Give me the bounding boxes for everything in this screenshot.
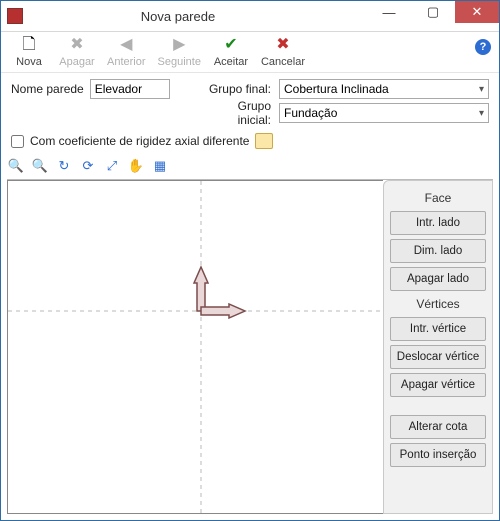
btn-intr-vertice[interactable]: Intr. vértice [390, 317, 486, 341]
tool-seguinte[interactable]: ▶ Seguinte [154, 36, 205, 68]
canvas-svg [8, 181, 383, 513]
select-grupo-final[interactable]: Cobertura Inclinada ▾ [279, 79, 489, 99]
form-area: Nome parede Grupo final: Cobertura Incli… [1, 73, 499, 129]
titlebar: Nova parede — ▢ ✕ [1, 1, 499, 32]
window-controls: — ▢ ✕ [367, 1, 499, 23]
drawing-canvas[interactable] [7, 180, 383, 514]
input-nome-parede[interactable] [90, 79, 170, 99]
section-face: Face [390, 191, 486, 205]
btn-deslocar-vertice[interactable]: Deslocar vértice [390, 345, 486, 369]
btn-alterar-cota[interactable]: Alterar cota [390, 415, 486, 439]
label-coef-rigidez: Com coeficiente de rigidez axial diferen… [30, 134, 249, 148]
btn-intr-lado[interactable]: Intr. lado [390, 211, 486, 235]
main-area: Face Intr. lado Dim. lado Apagar lado Vé… [7, 179, 493, 514]
zoom-extents-button[interactable]: 🔍 [31, 157, 49, 175]
new-icon: 🗋 [23, 36, 36, 54]
tool-anterior[interactable]: ◀ Anterior [103, 36, 150, 68]
cancel-icon: ✖ [276, 36, 289, 54]
prev-icon: ◀ [120, 36, 132, 54]
label-grupo-inicial: Grupo inicial: [205, 99, 275, 127]
pan-button[interactable]: ✋ [127, 157, 145, 175]
tool-aceitar[interactable]: ✔ Aceitar [209, 36, 253, 68]
row-grupo-inicial: Grupo inicial: Fundação ▾ [11, 99, 489, 127]
tool-apagar[interactable]: ✖ Apagar [55, 36, 99, 68]
close-button[interactable]: ✕ [455, 1, 499, 23]
label-nome: Nome parede [11, 82, 84, 96]
side-panel: Face Intr. lado Dim. lado Apagar lado Vé… [383, 180, 493, 514]
next-icon: ▶ [173, 36, 185, 54]
fit-button[interactable]: ⤢ [103, 157, 121, 175]
btn-dim-lado[interactable]: Dim. lado [390, 239, 486, 263]
erase-icon: ✖ [70, 36, 83, 54]
row-grupo-final: Nome parede Grupo final: Cobertura Incli… [11, 79, 489, 99]
view-toolbar: 🔍 🔍 ↻ ⟳ ⤢ ✋ ▦ [1, 155, 499, 179]
tool-cancelar[interactable]: ✖ Cancelar [257, 36, 309, 68]
chevron-down-icon: ▾ [479, 84, 484, 95]
help-button[interactable]: ? [475, 39, 491, 55]
btn-ponto-insercao[interactable]: Ponto inserção [390, 443, 486, 467]
accept-icon: ✔ [224, 36, 237, 54]
row-coeficiente: Com coeficiente de rigidez axial diferen… [1, 129, 499, 155]
redo-button[interactable]: ⟳ [79, 157, 97, 175]
btn-apagar-vertice[interactable]: Apagar vértice [390, 373, 486, 397]
folder-icon[interactable] [255, 133, 273, 149]
main-toolbar: 🗋 Nova ✖ Apagar ◀ Anterior ▶ Seguinte ✔ … [1, 32, 499, 73]
select-grupo-inicial[interactable]: Fundação ▾ [279, 103, 489, 123]
tool-nova[interactable]: 🗋 Nova [7, 36, 51, 68]
window-title: Nova parede [0, 9, 367, 24]
checkbox-coef-rigidez[interactable] [11, 135, 24, 148]
btn-apagar-lado[interactable]: Apagar lado [390, 267, 486, 291]
window: Nova parede — ▢ ✕ 🗋 Nova ✖ Apagar ◀ Ante… [0, 0, 500, 521]
label-grupo-final: Grupo final: [205, 82, 275, 96]
zoom-window-button[interactable]: 🔍 [7, 157, 25, 175]
maximize-button[interactable]: ▢ [411, 1, 455, 23]
refresh-button[interactable]: ↻ [55, 157, 73, 175]
minimize-button[interactable]: — [367, 1, 411, 23]
grid-button[interactable]: ▦ [151, 157, 169, 175]
chevron-down-icon: ▾ [479, 108, 484, 119]
section-vertices: Vértices [390, 297, 486, 311]
